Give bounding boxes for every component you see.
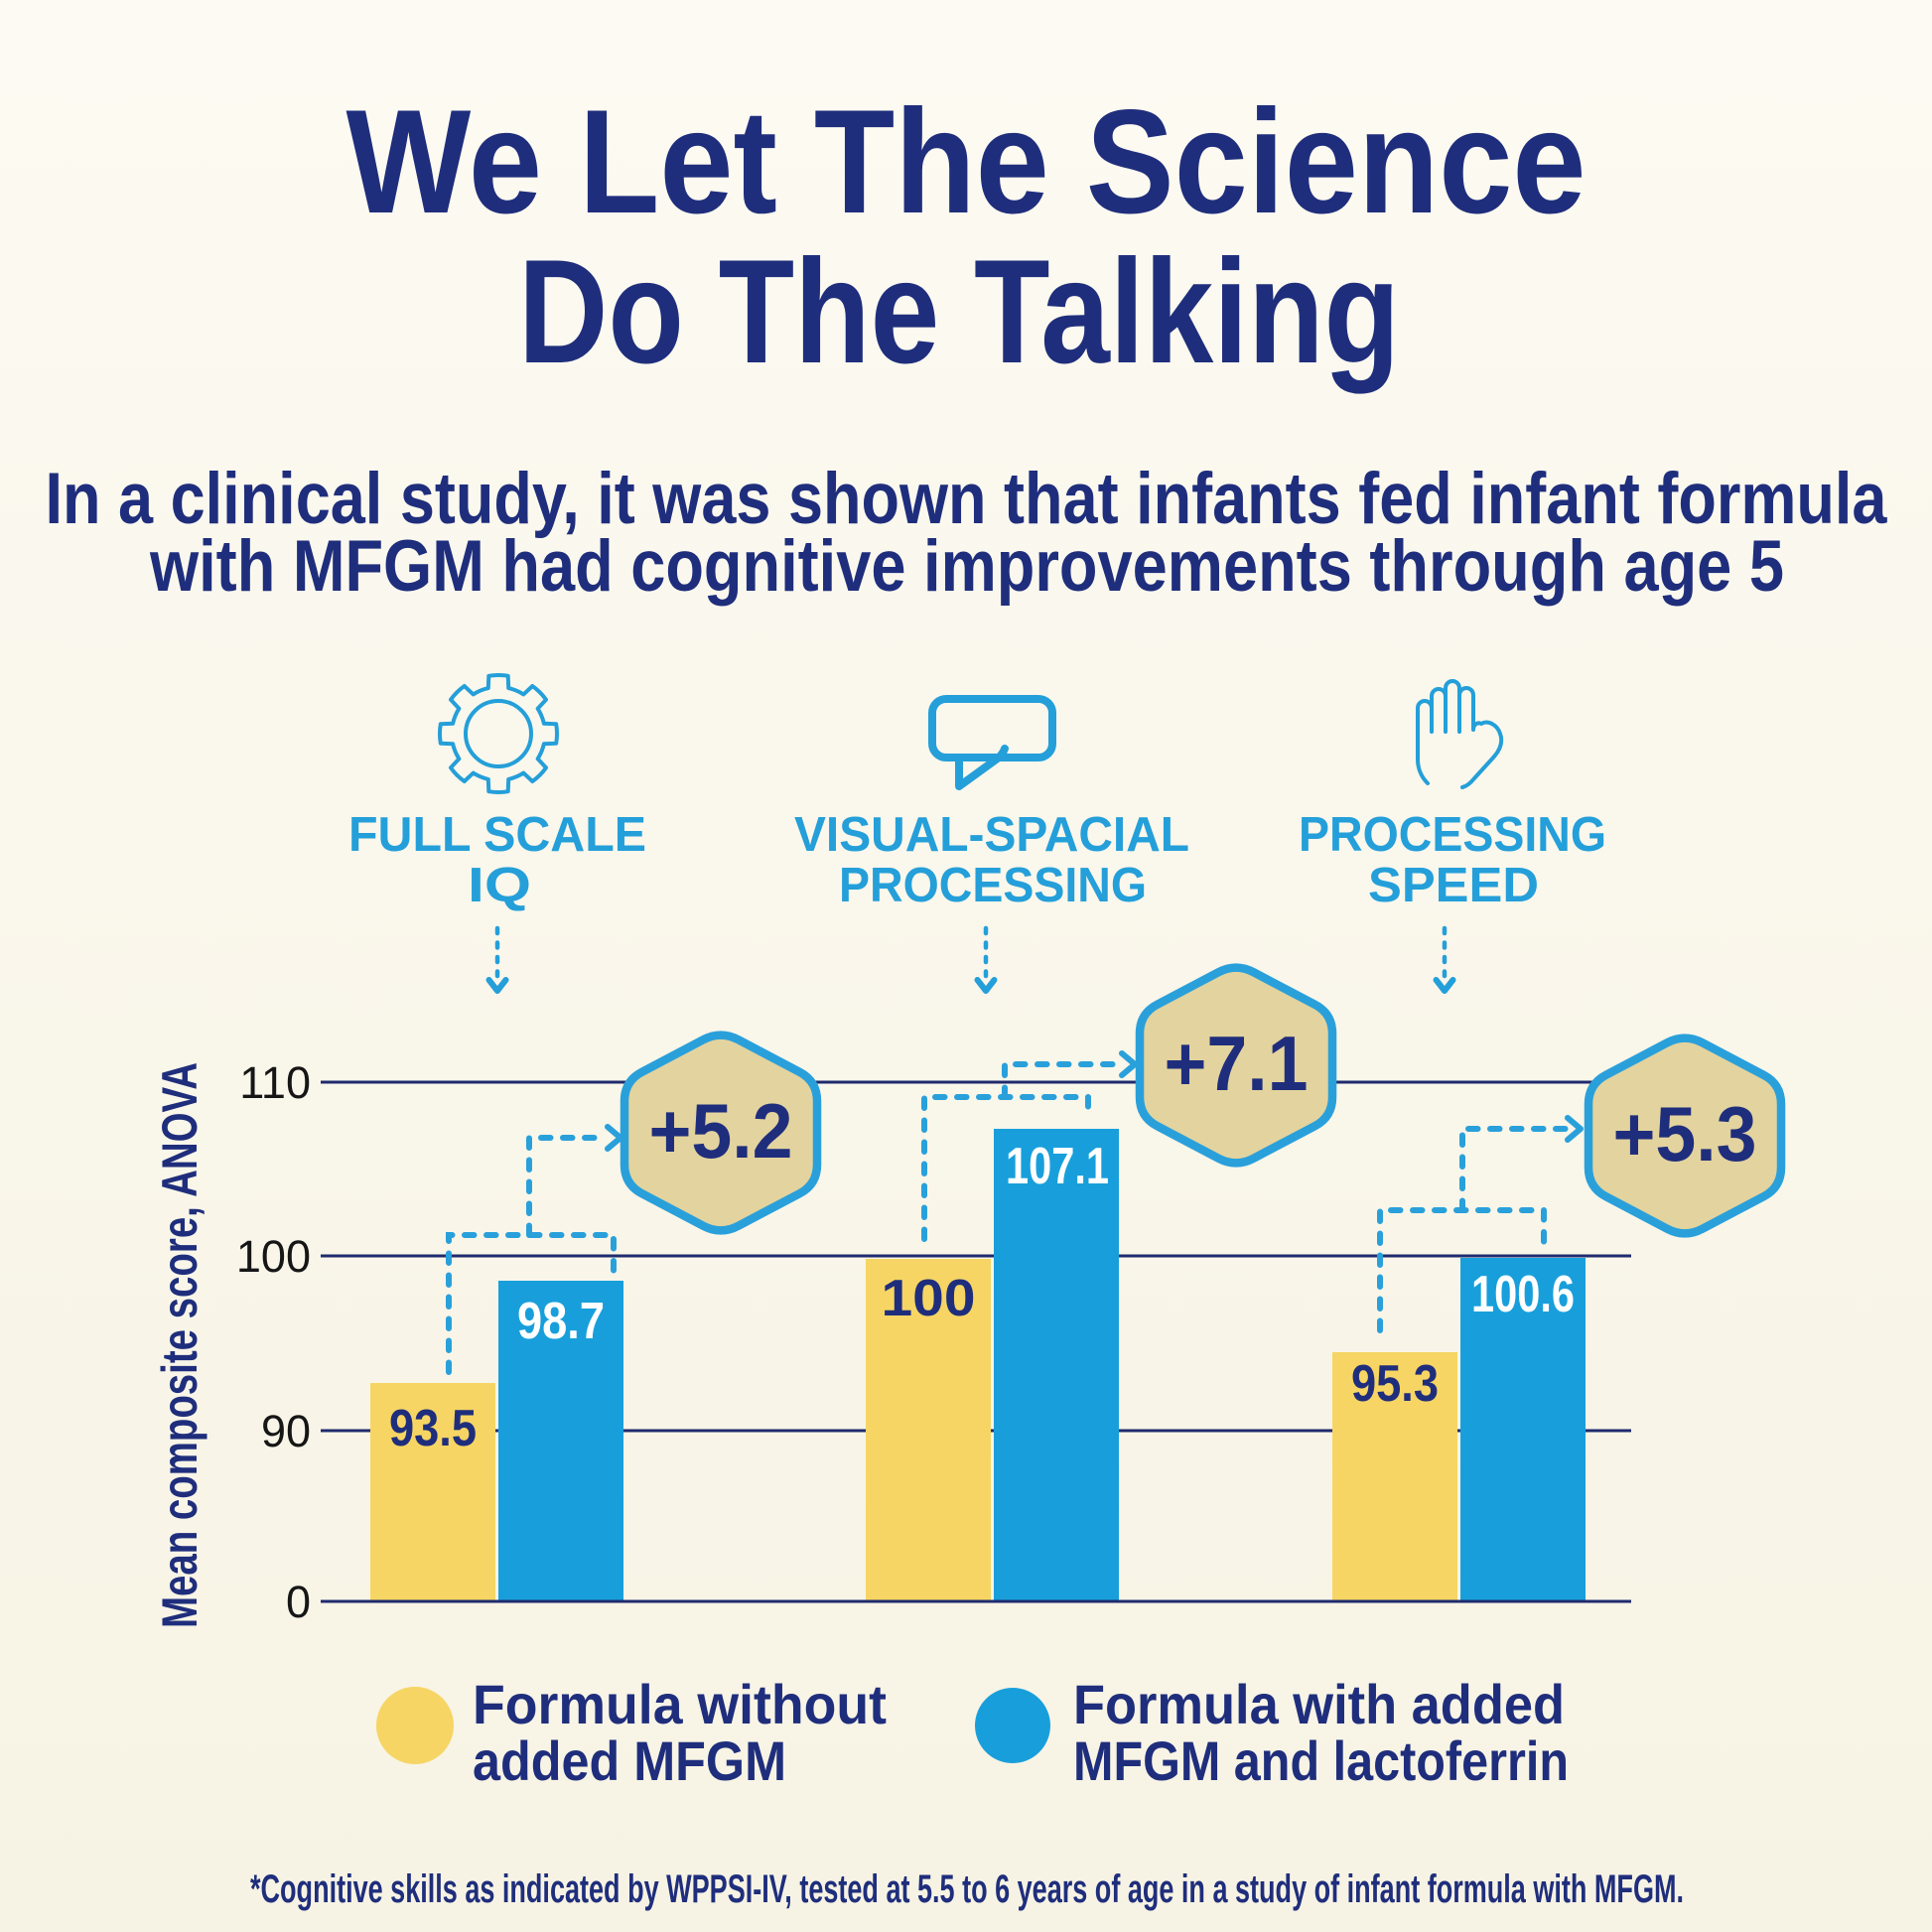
svg-text:MFGM and lactoferrin: MFGM and lactoferrin bbox=[1073, 1729, 1569, 1792]
svg-text:Formula without: Formula without bbox=[473, 1673, 887, 1735]
svg-text:93.5: 93.5 bbox=[389, 1400, 477, 1457]
svg-text:IQ: IQ bbox=[468, 859, 531, 912]
svg-text:with MFGM had cognitive improv: with MFGM had cognitive improvements thr… bbox=[149, 526, 1784, 607]
svg-text:+5.3: +5.3 bbox=[1613, 1090, 1757, 1177]
svg-text:*Cognitive skills as indicated: *Cognitive skills as indicated by WPPSI-… bbox=[250, 1867, 1684, 1911]
svg-text:107.1: 107.1 bbox=[1006, 1138, 1109, 1195]
svg-text:SPEED: SPEED bbox=[1368, 859, 1539, 912]
svg-text:added MFGM: added MFGM bbox=[473, 1729, 786, 1792]
svg-text:98.7: 98.7 bbox=[517, 1293, 605, 1350]
svg-text:Mean composite score, ANOVA: Mean composite score, ANOVA bbox=[152, 1062, 207, 1628]
svg-text:PROCESSING: PROCESSING bbox=[839, 859, 1147, 912]
svg-text:100: 100 bbox=[236, 1231, 311, 1282]
svg-text:In a clinical study, it was sh: In a clinical study, it was shown that i… bbox=[46, 459, 1888, 539]
svg-text:We Let The Science: We Let The Science bbox=[346, 78, 1587, 244]
svg-text:PROCESSING: PROCESSING bbox=[1299, 808, 1606, 862]
svg-text:95.3: 95.3 bbox=[1351, 1355, 1439, 1413]
svg-text:+7.1: +7.1 bbox=[1165, 1020, 1309, 1107]
svg-text:+5.2: +5.2 bbox=[649, 1087, 793, 1174]
svg-text:Do The Talking: Do The Talking bbox=[518, 228, 1400, 394]
svg-text:FULL SCALE: FULL SCALE bbox=[348, 808, 646, 862]
svg-text:0: 0 bbox=[286, 1577, 311, 1627]
svg-text:90: 90 bbox=[261, 1406, 311, 1456]
svg-text:VISUAL-SPACIAL: VISUAL-SPACIAL bbox=[794, 808, 1189, 862]
svg-text:100: 100 bbox=[882, 1270, 976, 1327]
svg-text:110: 110 bbox=[239, 1057, 311, 1108]
svg-text:Formula with added: Formula with added bbox=[1073, 1673, 1565, 1735]
svg-text:100.6: 100.6 bbox=[1471, 1266, 1575, 1323]
